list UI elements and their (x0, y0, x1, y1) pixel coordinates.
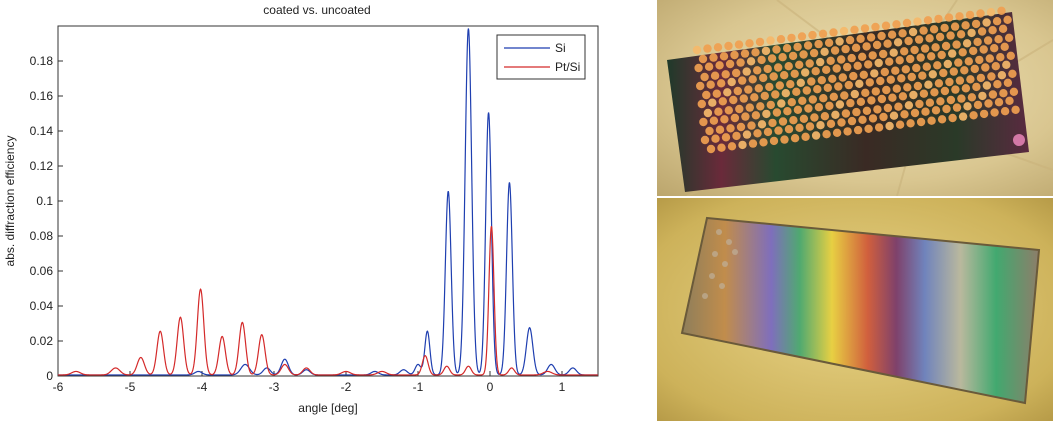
photo-rainbow-grating (657, 198, 1053, 421)
x-axis: -6 -5 -4 -3 -2 -1 0 1 (53, 371, 566, 394)
x-tick-label: -6 (53, 380, 64, 394)
x-axis-label: angle [deg] (298, 401, 357, 415)
y-tick-label: 0.04 (30, 299, 54, 313)
legend-label-ptsi: Pt/Si (555, 60, 580, 74)
y-tick-label: 0.06 (30, 264, 54, 278)
chart-title: coated vs. uncoated (263, 3, 370, 17)
y-tick-label: 0.1 (36, 194, 53, 208)
y-axis: 0 0.02 0.04 0.06 0.08 0.1 0.12 0.14 0.16 0.18 (30, 54, 63, 383)
photo-hexagonal-grating (657, 0, 1053, 196)
y-tick-label: 0.14 (30, 124, 54, 138)
x-tick-label: -3 (269, 380, 280, 394)
photo-rainbow-grating-image (657, 198, 1053, 421)
diffraction-efficiency-chart: coated vs. uncoated 0 0.02 0.04 0.06 0.08 0.1… (3, 3, 599, 415)
x-tick-label: 0 (487, 380, 494, 394)
legend-label-si: Si (555, 41, 566, 55)
x-tick-label: -2 (341, 380, 352, 394)
y-tick-label: 0.08 (30, 229, 54, 243)
legend: Si Pt/Si (496, 34, 586, 80)
series-lines (58, 28, 598, 376)
y-tick-label: 0.02 (30, 334, 54, 348)
x-tick-label: 1 (559, 380, 566, 394)
photo-hexagonal-grating-image (657, 0, 1053, 196)
x-tick-label: -1 (413, 380, 424, 394)
legend-box (496, 34, 586, 80)
y-tick-label: 0.16 (30, 89, 54, 103)
y-tick-label: 0.18 (30, 54, 54, 68)
x-tick-label: -4 (197, 380, 208, 394)
series-line-ptsi (58, 226, 598, 376)
x-tick-label: -5 (125, 380, 136, 394)
y-tick-label: 0 (46, 369, 53, 383)
y-axis-label: abs. diffraction efficiency (3, 136, 17, 267)
y-tick-label: 0.12 (30, 159, 54, 173)
